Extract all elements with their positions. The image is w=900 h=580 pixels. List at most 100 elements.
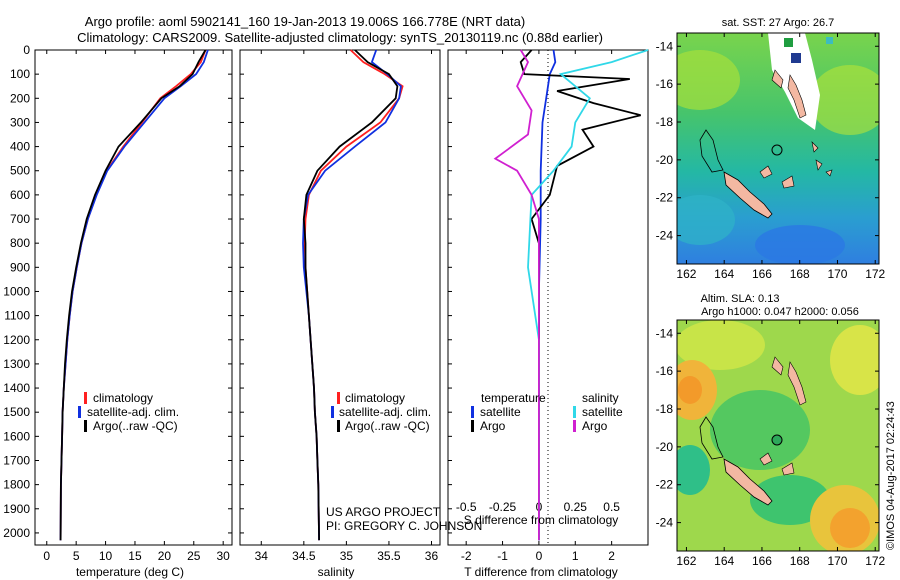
t-difference-axis-label: T difference from climatology [464,565,618,579]
series-line-s-argo [493,49,540,541]
depth-tick-label: 100 [10,67,30,81]
depth-tick-label: 300 [10,115,30,129]
temperature-legend: climatology satellite-adj. clim. Argo(..… [78,391,179,433]
map-y-tick-label: -22 [656,478,674,492]
legend-swatch-satellite [331,406,334,418]
vanuatu-islands [787,74,807,119]
legend-title-salinity: salinity [582,391,619,405]
series-line-climatology [59,49,207,541]
sla-map [677,320,879,551]
sst-pixel [784,38,793,47]
vanuatu-islands [771,356,784,376]
map-x-tick-label: 162 [676,554,696,568]
map-y-tick-label: -20 [656,153,674,167]
legend-label-climatology: climatology [93,391,153,405]
sst-patch [677,50,740,110]
s-difference-axis-label: S difference from climatology [464,513,619,527]
s-tick-label: -0.25 [489,500,517,514]
depth-tick-label: 1500 [3,405,30,419]
loyalty-islands [759,165,773,179]
sst-pixel [791,53,801,63]
x-tick-label: -2 [461,549,472,563]
legend-swatch-s-satellite [573,406,576,418]
sla-map-axes: 162 164 166 168 170 172 -14 -16 -18 -20 -22 -24 [656,320,886,568]
sla-map-subtitle: Argo h1000: 0.047 h2000: 0.056 [701,306,859,318]
legend-swatch-argo [84,420,87,432]
islands [811,141,833,177]
map-y-tick-label: -16 [656,364,674,378]
map-y-tick-label: -20 [656,440,674,454]
legend-label-argo: Argo(..raw -QC) [93,419,178,433]
salinity-series [302,49,404,541]
legend-label-t-satellite: satellite [480,405,521,419]
salinity-panel-frame [239,49,441,546]
loyalty-islands [759,452,773,466]
depth-tick-label: 700 [10,212,30,226]
map-y-tick-label: -18 [656,115,674,129]
depth-tick-label: 1300 [3,357,30,371]
sla-patch [710,390,810,470]
depth-tick-label: 2000 [3,526,30,540]
sst-patch [755,225,845,264]
depth-tick-label: 400 [10,140,30,154]
x-tick-label: 1 [572,549,579,563]
map-y-tick-label: -22 [656,191,674,205]
argo-float-marker [771,144,783,156]
temperature-series [59,49,209,541]
legend-swatch-s-argo [573,420,576,432]
x-tick-label: 15 [128,549,142,563]
depth-tick-label: 900 [10,260,30,274]
loyalty-islands [781,462,795,476]
map-x-tick-label: 168 [790,554,810,568]
series-line-argo-raw-qc- [302,49,399,541]
x-tick-label: 36 [425,549,439,563]
depth-tick-label: 1800 [3,478,30,492]
sst-map-axes: 162 164 166 168 170 172 -14 -16 -18 -20 -22 -24 [656,33,886,281]
map-y-tick-label: -16 [656,77,674,91]
imos-credit: ©IMOS 04-Aug-2017 02:24:43 [885,401,897,550]
series-line-argo-raw-qc- [59,49,207,541]
series-line-s-satellite [527,49,649,541]
s-tick-label: 0.25 [564,500,588,514]
argo-float-marker [771,434,783,446]
x-tick-label: 34.5 [292,549,316,563]
depth-tick-label: 800 [10,236,30,250]
x-tick-label: 20 [158,549,172,563]
sla-patch [750,475,830,525]
legend-swatch-t-satellite [471,406,474,418]
map-x-tick-label: 168 [790,267,810,281]
legend-swatch-satellite [78,406,81,418]
x-tick-label: 0 [43,549,50,563]
temperature-panel-frame [34,49,233,546]
x-tick-label: 25 [187,549,201,563]
x-tick-label: 2 [608,549,615,563]
map-y-tick-label: -24 [656,516,674,530]
legend-title-temperature: temperature [481,391,546,405]
depth-tick-label: 1000 [3,284,30,298]
sst-patch [677,195,735,245]
map-y-tick-label: -18 [656,402,674,416]
map-x-tick-label: 162 [676,267,696,281]
sla-map-title: Altim. SLA: 0.13 [701,293,780,305]
sst-pixel [826,37,833,44]
sst-map [677,33,879,264]
salinity-axis-label: salinity [318,565,355,579]
legend-label-climatology: climatology [345,391,405,405]
depth-tick-label: 500 [10,164,30,178]
s-tick-label: 0.5 [603,500,620,514]
depth-tick-label: 1200 [3,333,30,347]
new-caledonia-island [723,458,773,506]
loyalty-islands [781,175,795,189]
map-y-tick-label: -14 [656,326,674,340]
depth-tick-label: 600 [10,188,30,202]
temperature-axis: 0 5 10 15 20 25 30 [35,49,232,563]
figure-title-line2: Climatology: CARS2009. Satellite-adjuste… [77,30,603,45]
legend-swatch-climatology [84,392,87,404]
salinity-axis: 34 34.5 35 35.5 36 [255,50,439,563]
depth-tick-label: 1700 [3,453,30,467]
sst-map-frame [676,32,880,265]
x-tick-label: 35.5 [377,549,401,563]
temperature-axis-label: temperature (deg C) [76,565,184,579]
map-x-tick-label: 166 [752,267,772,281]
